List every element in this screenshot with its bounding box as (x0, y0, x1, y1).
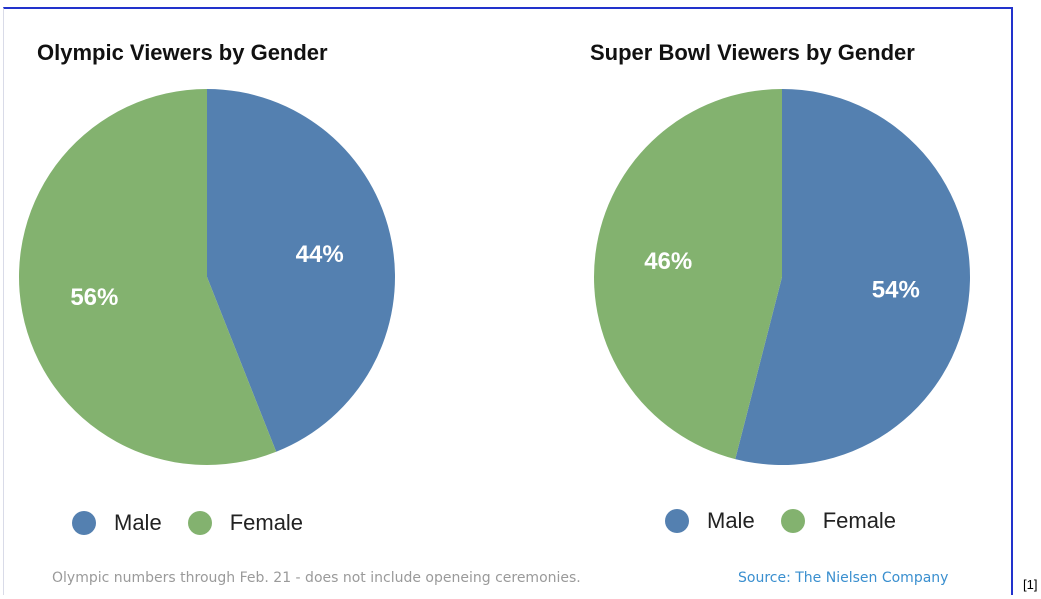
pie-slice-female (19, 89, 277, 465)
legend-item-male: Male (665, 508, 755, 534)
reference-marker[interactable]: [1] (1023, 577, 1038, 592)
legend-label-male: Male (707, 508, 755, 533)
female-legend-dot (187, 511, 212, 535)
legend-label-female: Female (229, 510, 304, 535)
male-legend-dot (665, 509, 689, 533)
legend-item-female: Female (780, 508, 897, 534)
pie-slice-female (594, 89, 782, 460)
slice-label-male: 54% (872, 277, 920, 304)
male-legend-dot (72, 511, 96, 535)
slice-label-male: 44% (296, 241, 344, 268)
slice-label-female: 46% (644, 248, 692, 275)
olympic-chart-title: Olympic Viewers by Gender (37, 40, 328, 65)
legend-label-male: Male (114, 510, 162, 535)
footnote: Olympic numbers through Feb. 21 - does n… (52, 570, 581, 586)
olympic-pie: 44% 56% (19, 89, 396, 465)
legend-item-male: Male (72, 510, 162, 536)
legend-label-female: Female (822, 508, 897, 533)
chart-frame (3, 7, 1013, 595)
female-legend-dot (780, 509, 805, 533)
pie-slice-male (207, 89, 396, 452)
superbowl-chart-title: Super Bowl Viewers by Gender (590, 40, 915, 65)
superbowl-pie: 54% 46% (594, 89, 971, 466)
source-link[interactable]: Source: The Nielsen Company (738, 570, 949, 586)
legend-item-female: Female (187, 510, 304, 536)
slice-label-female: 56% (70, 284, 118, 311)
superbowl-legend: Male Female (665, 508, 922, 534)
olympic-legend: Male Female (72, 510, 329, 536)
pie-slice-male (735, 89, 971, 466)
